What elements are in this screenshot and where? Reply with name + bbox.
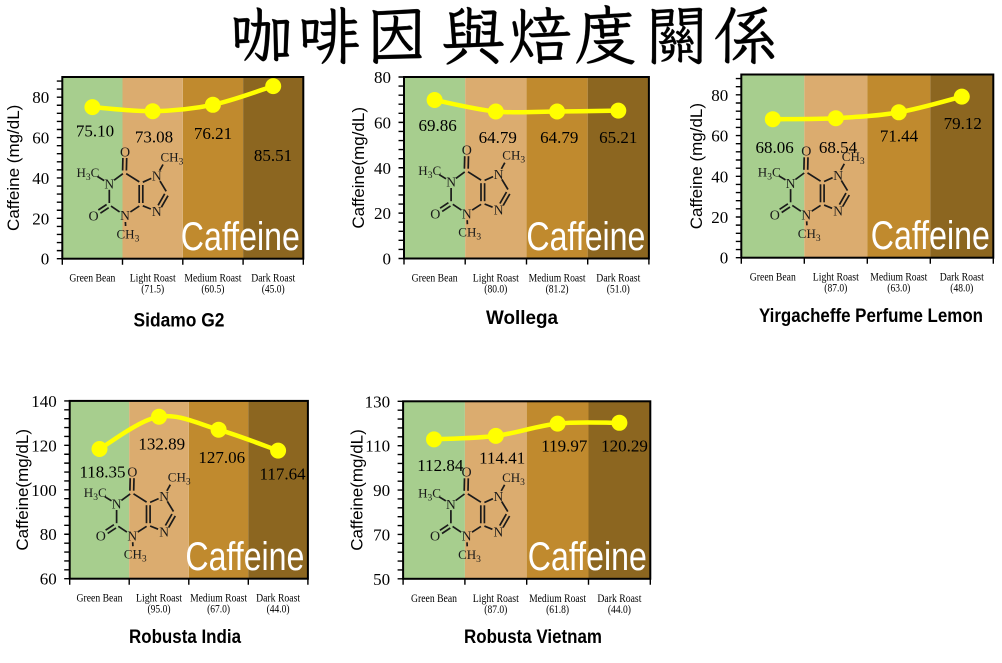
svg-text:75.10: 75.10: [76, 122, 114, 141]
svg-text:(44.0): (44.0): [267, 602, 290, 616]
svg-text:117.64: 117.64: [260, 464, 307, 483]
svg-text:60: 60: [40, 570, 57, 589]
svg-text:112.84: 112.84: [417, 456, 464, 475]
svg-text:64.79: 64.79: [479, 128, 517, 147]
svg-text:68.06: 68.06: [755, 138, 793, 157]
svg-text:Dark Roast: Dark Roast: [251, 271, 296, 285]
svg-text:127.06: 127.06: [198, 448, 245, 467]
svg-text:Caffeine: Caffeine: [185, 535, 304, 579]
svg-text:(48.0): (48.0): [950, 281, 973, 295]
svg-text:20: 20: [32, 209, 49, 228]
svg-text:(81.2): (81.2): [546, 282, 569, 296]
svg-text:Caffeine: Caffeine: [871, 214, 990, 258]
svg-text:71.44: 71.44: [880, 127, 919, 146]
svg-text:Green Bean: Green Bean: [412, 271, 458, 285]
svg-text:(44.0): (44.0): [608, 602, 631, 616]
svg-text:(87.0): (87.0): [484, 602, 507, 616]
svg-text:Medium Roast: Medium Roast: [184, 271, 242, 285]
svg-text:(61.8): (61.8): [546, 602, 569, 616]
svg-text:Light Roast: Light Roast: [473, 271, 520, 285]
svg-text:Medium Roast: Medium Roast: [870, 270, 928, 284]
svg-text:(67.0): (67.0): [207, 602, 230, 616]
svg-text:140: 140: [31, 392, 57, 411]
svg-text:Robusta Vietnam: Robusta Vietnam: [464, 627, 602, 648]
svg-text:60: 60: [711, 127, 728, 146]
svg-text:69.86: 69.86: [418, 116, 456, 135]
svg-text:40: 40: [374, 159, 391, 178]
svg-text:Green Bean: Green Bean: [69, 271, 115, 285]
svg-text:Caffeine (mg/dL): Caffeine (mg/dL): [687, 103, 706, 229]
svg-text:Sidamo G2: Sidamo G2: [134, 310, 225, 331]
svg-text:40: 40: [711, 167, 728, 186]
svg-text:65.21: 65.21: [599, 128, 637, 147]
svg-text:114.41: 114.41: [479, 449, 525, 468]
svg-text:(60.5): (60.5): [201, 282, 224, 296]
svg-text:Light Roast: Light Roast: [136, 591, 183, 605]
svg-text:79.12: 79.12: [944, 114, 982, 133]
svg-text:80: 80: [711, 86, 728, 105]
svg-text:(95.0): (95.0): [148, 602, 171, 616]
svg-text:132.89: 132.89: [138, 435, 185, 454]
svg-text:Caffeine: Caffeine: [528, 535, 647, 579]
svg-text:(63.0): (63.0): [887, 281, 910, 295]
svg-text:Dark Roast: Dark Roast: [256, 591, 301, 605]
svg-text:Green Bean: Green Bean: [750, 270, 796, 284]
svg-text:40: 40: [32, 169, 49, 188]
svg-text:20: 20: [711, 208, 728, 227]
svg-text:Green Bean: Green Bean: [411, 591, 457, 605]
svg-text:0: 0: [41, 250, 50, 269]
svg-text:Caffeine: Caffeine: [526, 215, 645, 259]
svg-text:Caffeine (mg/dL): Caffeine (mg/dL): [4, 105, 23, 231]
svg-text:80: 80: [40, 525, 57, 544]
svg-text:80: 80: [32, 88, 49, 107]
svg-text:Caffeine: Caffeine: [181, 215, 300, 259]
svg-text:110: 110: [365, 437, 390, 456]
svg-text:Medium Roast: Medium Roast: [529, 591, 587, 605]
svg-text:Yirgacheffe Perfume Lemon: Yirgacheffe Perfume Lemon: [759, 306, 983, 327]
svg-text:120: 120: [31, 436, 57, 455]
svg-text:60: 60: [374, 113, 391, 132]
svg-text:90: 90: [373, 481, 390, 500]
svg-text:(71.5): (71.5): [141, 282, 164, 296]
svg-text:Caffeine(mg/dL): Caffeine(mg/dL): [348, 429, 367, 551]
svg-text:0: 0: [720, 249, 729, 268]
svg-text:100: 100: [31, 481, 57, 500]
svg-text:118.35: 118.35: [79, 462, 125, 481]
svg-text:Caffeine(mg/dL): Caffeine(mg/dL): [13, 429, 32, 551]
svg-text:70: 70: [373, 525, 390, 544]
svg-text:Robusta India: Robusta India: [129, 627, 241, 648]
svg-text:85.51: 85.51: [254, 146, 292, 165]
svg-text:119.97: 119.97: [541, 437, 588, 456]
svg-text:Medium Roast: Medium Roast: [529, 271, 587, 285]
svg-text:68.54: 68.54: [819, 138, 858, 157]
svg-text:(87.0): (87.0): [824, 281, 847, 295]
svg-text:20: 20: [374, 204, 391, 223]
svg-text:(51.0): (51.0): [607, 282, 630, 296]
svg-text:60: 60: [32, 129, 49, 148]
svg-text:Wollega: Wollega: [486, 308, 558, 329]
svg-text:Medium Roast: Medium Roast: [190, 591, 248, 605]
svg-text:Light Roast: Light Roast: [813, 270, 860, 284]
svg-text:130: 130: [365, 392, 391, 411]
svg-text:73.08: 73.08: [135, 128, 173, 147]
svg-text:80: 80: [374, 68, 391, 87]
svg-text:Green Bean: Green Bean: [77, 591, 123, 605]
svg-text:Dark Roast: Dark Roast: [597, 591, 642, 605]
svg-text:(80.0): (80.0): [484, 282, 507, 296]
svg-text:Dark Roast: Dark Roast: [596, 271, 641, 285]
svg-text:64.79: 64.79: [540, 128, 578, 147]
svg-text:Light Roast: Light Roast: [473, 591, 520, 605]
svg-text:0: 0: [383, 250, 392, 269]
svg-text:Caffeine(mg/dL): Caffeine(mg/dL): [349, 107, 368, 229]
svg-text:Light Roast: Light Roast: [130, 271, 177, 285]
svg-text:120.29: 120.29: [601, 437, 648, 456]
svg-text:50: 50: [373, 570, 390, 589]
svg-text:Dark Roast: Dark Roast: [940, 270, 985, 284]
svg-text:(45.0): (45.0): [262, 282, 285, 296]
svg-text:76.21: 76.21: [194, 124, 232, 143]
